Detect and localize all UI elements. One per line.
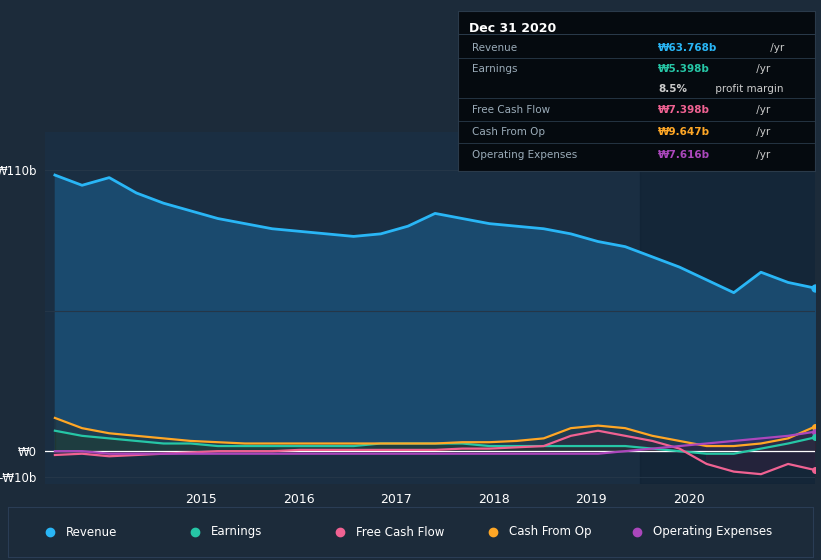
Text: Dec 31 2020: Dec 31 2020 bbox=[469, 22, 556, 35]
Text: profit margin: profit margin bbox=[713, 83, 784, 94]
Text: /yr: /yr bbox=[753, 105, 770, 115]
Text: Operating Expenses: Operating Expenses bbox=[654, 525, 773, 539]
Text: Earnings: Earnings bbox=[211, 525, 263, 539]
Text: ₩5.398b: ₩5.398b bbox=[658, 64, 710, 74]
Text: Revenue: Revenue bbox=[472, 43, 517, 53]
Text: Cash From Op: Cash From Op bbox=[509, 525, 591, 539]
Text: ₩9.647b: ₩9.647b bbox=[658, 127, 710, 137]
Text: Revenue: Revenue bbox=[67, 525, 117, 539]
Text: ₩63.768b: ₩63.768b bbox=[658, 43, 718, 53]
Text: 8.5%: 8.5% bbox=[658, 83, 687, 94]
Text: /yr: /yr bbox=[753, 127, 770, 137]
Text: Cash From Op: Cash From Op bbox=[472, 127, 545, 137]
Text: /yr: /yr bbox=[753, 150, 770, 160]
Text: Free Cash Flow: Free Cash Flow bbox=[472, 105, 551, 115]
Text: ₩7.616b: ₩7.616b bbox=[658, 150, 710, 160]
Text: /yr: /yr bbox=[753, 64, 770, 74]
Text: Operating Expenses: Operating Expenses bbox=[472, 150, 578, 160]
Text: Free Cash Flow: Free Cash Flow bbox=[355, 525, 444, 539]
Text: /yr: /yr bbox=[767, 43, 784, 53]
Text: Earnings: Earnings bbox=[472, 64, 518, 74]
Text: ₩7.398b: ₩7.398b bbox=[658, 105, 710, 115]
Bar bbox=[640, 132, 821, 484]
